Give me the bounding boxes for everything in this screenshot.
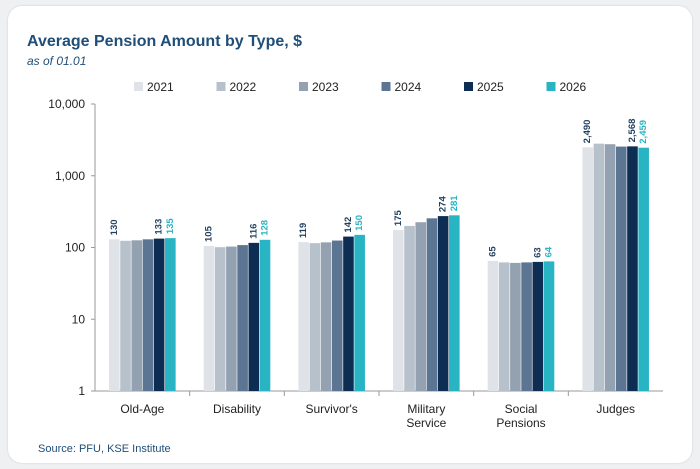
data-label: 135 [165, 218, 176, 235]
bar [604, 144, 616, 391]
data-label: 119 [298, 223, 309, 238]
legend-label: 2021 [147, 80, 174, 94]
data-label: 63 [532, 247, 543, 258]
legend-label: 2026 [560, 80, 587, 94]
chart-subtitle: as of 01.01 [27, 54, 87, 68]
y-tick-label: 100 [65, 241, 85, 255]
bar [248, 242, 260, 391]
data-label: 130 [109, 219, 120, 235]
legend-swatch [299, 82, 308, 91]
bar [593, 143, 605, 391]
legend-label: 2022 [230, 80, 257, 94]
bar [426, 218, 438, 391]
data-label: 2,568 [627, 119, 638, 143]
legend-label: 2024 [395, 80, 422, 94]
bar [120, 240, 131, 391]
bar [393, 230, 404, 391]
x-tick-label: Old-Age [120, 402, 164, 416]
bar [309, 243, 321, 391]
y-tick-label: 10 [72, 312, 86, 326]
bar [142, 239, 154, 391]
data-label: 281 [449, 195, 460, 212]
legend-swatch [546, 82, 556, 91]
y-tick-label: 10,000 [48, 97, 85, 111]
x-tick-label: Social [505, 402, 538, 416]
data-label: 2,490 [582, 120, 593, 144]
y-tick-label: 1 [78, 384, 85, 398]
legend-swatch [464, 82, 473, 91]
bar [237, 245, 248, 391]
data-label: 150 [354, 215, 365, 231]
bar [521, 262, 532, 391]
bar [487, 260, 499, 391]
bar [226, 246, 237, 391]
y-tick-label: 1,000 [55, 169, 85, 183]
data-label: 2,459 [638, 120, 649, 144]
bar [259, 239, 271, 391]
bar [214, 247, 226, 391]
data-label: 105 [204, 225, 215, 242]
bar [109, 239, 120, 391]
bar [532, 261, 544, 391]
x-tick-label: Survivor's [306, 402, 358, 416]
bar [543, 261, 555, 391]
legend-label: 2025 [477, 80, 504, 94]
bar [449, 215, 460, 391]
bar [510, 262, 521, 391]
bar [582, 147, 593, 391]
bar [331, 240, 343, 391]
bar [404, 225, 415, 391]
chart-source: Source: PFU, KSE Institute [38, 443, 171, 455]
data-label: 128 [260, 220, 271, 236]
data-label: 274 [438, 196, 449, 213]
legend-label: 2023 [312, 80, 339, 94]
bar [437, 216, 449, 391]
bar [298, 242, 309, 391]
chart-title: Average Pension Amount by Type, $ [27, 33, 303, 50]
x-tick-label: Military [407, 402, 445, 416]
data-label: 133 [154, 219, 165, 235]
bar [615, 146, 627, 391]
x-tick-label: Service [406, 416, 446, 430]
data-label: 65 [488, 246, 499, 257]
data-label: 142 [343, 217, 354, 233]
bar [343, 236, 354, 391]
bar [354, 234, 365, 391]
bar [627, 146, 638, 391]
data-label: 175 [393, 209, 404, 226]
x-tick-label: Disability [213, 402, 261, 416]
bar [165, 238, 176, 391]
legend-swatch [216, 82, 226, 91]
bar [131, 240, 143, 391]
bar [153, 238, 165, 391]
bar [203, 245, 215, 391]
x-tick-label: Judges [596, 402, 635, 416]
bar [320, 242, 332, 391]
x-tick-label: Pensions [496, 416, 545, 430]
bar [638, 147, 649, 391]
legend-swatch [134, 82, 143, 91]
data-label: 116 [248, 224, 259, 239]
data-label: 64 [544, 246, 555, 257]
bar [415, 222, 427, 391]
legend-swatch [381, 82, 391, 91]
bar [498, 262, 510, 391]
